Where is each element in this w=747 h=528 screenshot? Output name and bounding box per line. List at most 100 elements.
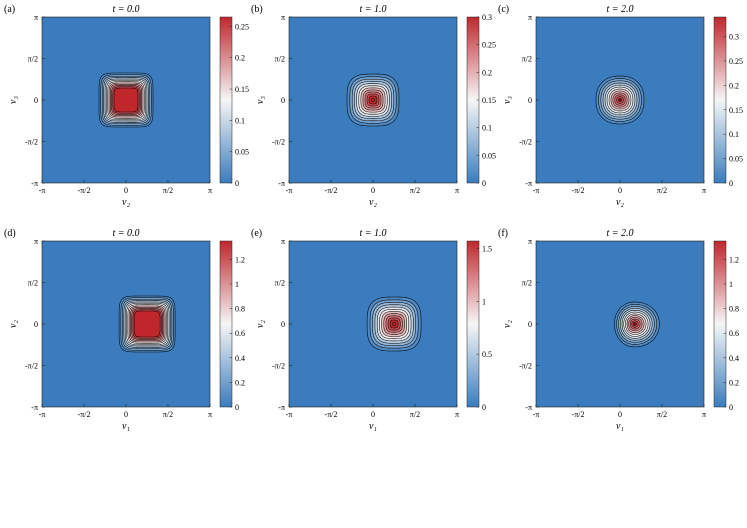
x-tick-label: -π [286, 186, 293, 195]
panel-a: -π -π/2 0 π/2 π -π -π/2 0 π/2 π t = 0.0 (a) v₂ v₃ 0 0.0… [4, 4, 249, 208]
x-tick-label: 0 [618, 186, 622, 195]
colorbar [219, 16, 233, 184]
colorbar-tick-label: 0.1 [729, 130, 739, 139]
x-tick-label: π/2 [657, 186, 667, 195]
x-tick-label: -π [533, 410, 540, 419]
y-tick-label: -π [278, 403, 285, 412]
colorbar-tick-label: 0.3 [482, 13, 492, 22]
y-tick-label: π/2 [522, 279, 532, 288]
peak-marker [392, 321, 397, 327]
y-axis-label: v₃ [502, 96, 513, 104]
x-axis-label: v₂ [369, 197, 377, 208]
y-tick-label: π [281, 237, 285, 246]
y-tick-label: -π [525, 403, 532, 412]
y-axis-label: v₂ [8, 320, 19, 328]
colorbar [713, 16, 727, 184]
colorbar-tick-label: 0.2 [729, 81, 739, 90]
colorbar [466, 240, 480, 408]
y-tick-label: -π/2 [519, 138, 532, 147]
panel-label: (e) [251, 228, 262, 239]
panel-title: t = 1.0 [359, 4, 386, 15]
x-tick-label: π [702, 186, 706, 195]
x-tick-label: π [455, 186, 459, 195]
y-tick-label: 0 [528, 320, 532, 329]
contour-group [98, 72, 154, 128]
colorbar-tick-label: 1.5 [482, 244, 492, 253]
panel-title: t = 2.0 [606, 228, 633, 239]
contour-group [595, 75, 645, 125]
x-tick-label: π/2 [410, 186, 420, 195]
y-tick-label: -π/2 [272, 138, 285, 147]
y-tick-label: -π/2 [272, 362, 285, 371]
panel-label: (a) [4, 4, 15, 15]
colorbar-tick-label: 0.1 [482, 124, 492, 133]
x-tick-label: 0 [371, 410, 375, 419]
x-tick-label: -π/2 [325, 186, 338, 195]
x-axis-label: v₁ [616, 421, 624, 432]
colorbar-tick-label: 0 [729, 403, 733, 412]
x-tick-label: -π/2 [78, 186, 91, 195]
panel-label: (b) [251, 4, 263, 15]
contour-group [366, 296, 422, 352]
colorbar-tick-label: 0.1 [235, 116, 245, 125]
y-axis-label: v₃ [255, 96, 266, 104]
colorbar-tick-label: 0.4 [729, 354, 739, 363]
colorbar-tick-label: 0.2 [729, 378, 739, 387]
y-axis-label: v₂ [502, 320, 513, 328]
peak-marker [619, 99, 621, 101]
colorbar-tick-label: 0.05 [235, 148, 249, 157]
panel-label: (c) [498, 4, 509, 15]
y-tick-label: π/2 [275, 279, 285, 288]
peak-marker [633, 323, 636, 325]
x-tick-label: -π [39, 410, 46, 419]
y-tick-label: -π [278, 179, 285, 188]
x-tick-label: -π/2 [572, 410, 585, 419]
colorbar-tick-label: 0.25 [482, 41, 496, 50]
y-tick-label: π/2 [28, 279, 38, 288]
colorbar-tick-label: 0.3 [729, 33, 739, 42]
x-tick-label: -π [39, 186, 46, 195]
y-tick-label: -π [31, 403, 38, 412]
contour-group [614, 301, 660, 348]
colorbar-tick-label: 1.2 [729, 255, 739, 264]
x-tick-label: -π [533, 186, 540, 195]
panel-label: (f) [498, 228, 508, 239]
x-tick-label: 0 [618, 410, 622, 419]
x-tick-label: π [208, 186, 212, 195]
colorbar-tick-label: 0.2 [235, 378, 245, 387]
peak-marker [370, 97, 376, 103]
y-tick-label: -π/2 [25, 362, 38, 371]
contour-level [113, 87, 139, 113]
colorbar-tick-label: 0.25 [235, 22, 249, 31]
x-tick-label: π/2 [163, 410, 173, 419]
y-tick-label: π [528, 237, 532, 246]
panel-d: -π -π/2 0 π/2 π -π -π/2 0 π/2 π t = 0.0 (d) v₁ v₂ 0 0.2… [4, 228, 245, 432]
panel-c: -π -π/2 0 π/2 π -π -π/2 0 π/2 π t = 2.0 (c) v₂ v₃ 0 0.0… [498, 4, 743, 208]
colorbar-tick-label: 0.05 [482, 151, 496, 160]
colorbar-tick-label: 0.15 [729, 106, 743, 115]
colorbar-tick-label: 0.6 [235, 329, 245, 338]
x-tick-label: π [208, 410, 212, 419]
x-axis-label: v₂ [122, 197, 130, 208]
colorbar-tick-label: 1 [482, 297, 486, 306]
y-tick-label: 0 [528, 96, 532, 105]
colorbar-tick-label: 0 [235, 179, 239, 188]
x-tick-label: 0 [124, 410, 128, 419]
x-tick-label: -π/2 [78, 410, 91, 419]
colorbar-tick-label: 0 [482, 179, 486, 188]
colorbar-tick-label: 1 [729, 280, 733, 289]
contour-group [118, 295, 176, 353]
x-tick-label: π/2 [163, 186, 173, 195]
y-tick-label: π/2 [522, 55, 532, 64]
colorbar [713, 240, 727, 408]
y-tick-label: 0 [281, 96, 285, 105]
colorbar-tick-label: 0.15 [235, 85, 249, 94]
x-tick-label: 0 [371, 186, 375, 195]
x-axis-label: v₁ [369, 421, 377, 432]
colorbar-tick-label: 1.2 [235, 255, 245, 264]
x-tick-label: π/2 [410, 410, 420, 419]
colorbar-tick-label: 1 [235, 280, 239, 289]
y-tick-label: π [34, 237, 38, 246]
contour-level [133, 310, 161, 338]
